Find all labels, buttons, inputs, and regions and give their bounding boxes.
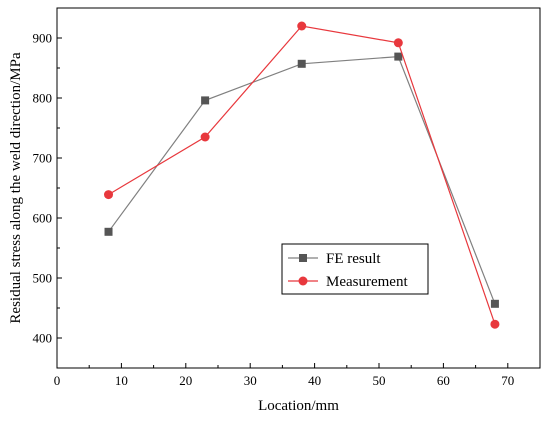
plot-frame — [56, 7, 541, 369]
y-tick-label: 900 — [33, 31, 53, 46]
x-axis-ticks: 0 10 20 30 40 50 60 70 — [54, 363, 514, 388]
series-layer — [104, 21, 500, 329]
y-tick-label: 800 — [33, 91, 53, 106]
x-axis-title: Location/mm — [258, 398, 339, 414]
data-point — [490, 299, 499, 308]
series-fe-result — [104, 52, 499, 308]
x-tick-label: 0 — [54, 373, 61, 388]
y-axis-title: Residual stress along the weld direction… — [8, 52, 24, 324]
x-tick-label: 60 — [437, 373, 450, 388]
y-tick-label: 400 — [33, 331, 53, 346]
x-tick-label: 20 — [179, 373, 192, 388]
legend-box — [281, 243, 429, 295]
x-tick-label: 30 — [244, 373, 257, 388]
legend-label: Measurement — [326, 274, 408, 290]
x-tick-label: 50 — [373, 373, 386, 388]
data-point — [104, 190, 114, 200]
series-measurement — [104, 21, 500, 329]
y-axis-ticks: 400 500 600 700 800 900 — [33, 7, 62, 369]
legend: FE result Measurement — [281, 243, 429, 295]
data-point — [201, 96, 210, 105]
data-point — [104, 227, 113, 236]
y-tick-label: 500 — [33, 271, 53, 286]
legend-marker — [299, 254, 307, 262]
data-point — [297, 21, 307, 31]
x-tick-label: 70 — [501, 373, 514, 388]
legend-label: FE result — [326, 251, 381, 267]
data-point — [394, 52, 403, 61]
x-tick-label: 10 — [115, 373, 128, 388]
y-tick-label: 700 — [33, 151, 53, 166]
data-point — [200, 132, 210, 142]
data-point — [490, 319, 500, 329]
data-point — [297, 59, 306, 68]
y-tick-label: 600 — [33, 211, 53, 226]
data-point — [393, 38, 403, 48]
legend-marker — [298, 276, 308, 286]
x-tick-label: 40 — [308, 373, 321, 388]
